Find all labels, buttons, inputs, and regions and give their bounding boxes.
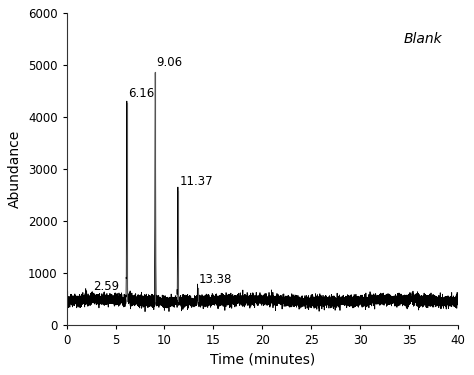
Text: 2.59: 2.59 (93, 280, 119, 293)
Text: 13.38: 13.38 (199, 273, 232, 286)
Text: 6.16: 6.16 (128, 87, 155, 100)
Text: 11.37: 11.37 (179, 175, 213, 188)
Text: 9.06: 9.06 (157, 56, 183, 69)
Text: Blank: Blank (404, 32, 443, 46)
X-axis label: Time (minutes): Time (minutes) (210, 352, 315, 367)
Y-axis label: Abundance: Abundance (9, 130, 22, 209)
